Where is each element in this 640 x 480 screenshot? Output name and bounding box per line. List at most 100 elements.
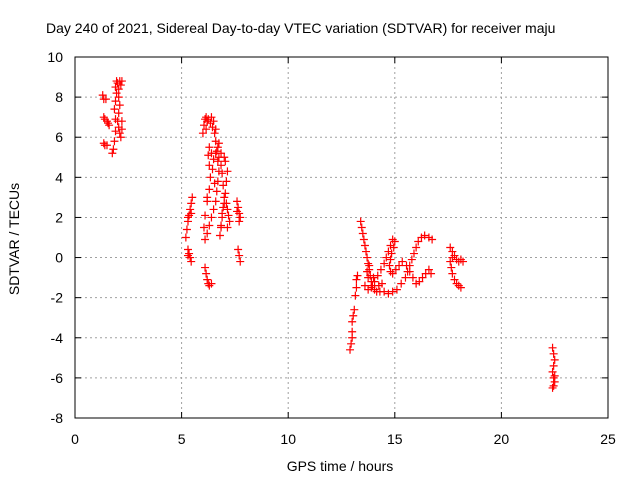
data-point (101, 95, 110, 104)
data-point (388, 269, 397, 278)
data-point (548, 343, 557, 352)
data-point (357, 223, 366, 232)
data-point (210, 179, 219, 188)
data-point (367, 283, 376, 292)
data-point (199, 121, 208, 130)
data-point (362, 247, 371, 256)
data-point (117, 77, 126, 86)
data-point (203, 193, 212, 202)
data-point (217, 161, 226, 170)
data-point (214, 139, 223, 148)
data-point (219, 181, 228, 190)
data-point (364, 259, 373, 268)
data-point (456, 283, 465, 292)
data-point (225, 217, 234, 226)
data-point (114, 85, 123, 94)
data-point (382, 253, 391, 262)
data-point (369, 273, 378, 282)
data-point (402, 261, 411, 270)
data-point (211, 197, 220, 206)
x-tick-label: 10 (280, 431, 296, 447)
data-point (187, 257, 196, 266)
data-point (198, 129, 207, 138)
data-point (418, 273, 427, 282)
data-point (187, 209, 196, 218)
y-tick-label: 2 (55, 209, 63, 225)
data-point (104, 119, 113, 128)
data-point (405, 267, 414, 276)
data-point (218, 169, 227, 178)
data-point (117, 125, 126, 134)
data-point (187, 199, 196, 208)
data-point (205, 185, 214, 194)
grid-lines (75, 57, 608, 418)
data-point (222, 177, 231, 186)
data-point (412, 243, 421, 252)
data-point (373, 271, 382, 280)
data-point (398, 257, 407, 266)
data-point (349, 311, 358, 320)
data-point (450, 275, 459, 284)
data-point (110, 105, 119, 114)
y-tick-label: 8 (55, 89, 63, 105)
data-point (236, 257, 245, 266)
x-axis-label: GPS time / hours (287, 458, 394, 474)
data-point (388, 287, 397, 296)
data-point (233, 197, 242, 206)
data-point (116, 133, 125, 142)
data-point (114, 93, 123, 102)
data-point (346, 345, 355, 354)
data-point (212, 147, 221, 156)
data-point (109, 145, 118, 154)
data-point (207, 113, 216, 122)
data-point (365, 261, 374, 270)
data-point (206, 173, 215, 182)
data-point (223, 223, 232, 232)
data-point (181, 233, 190, 242)
data-point (213, 143, 222, 152)
data-point (409, 249, 418, 258)
data-point (549, 349, 558, 358)
data-point (185, 211, 194, 220)
data-point (186, 253, 195, 262)
data-point (391, 265, 400, 274)
data-point (385, 261, 394, 270)
data-point (210, 129, 219, 138)
data-point (401, 273, 410, 282)
data-point (452, 279, 461, 288)
data-point (110, 137, 119, 146)
data-point (360, 281, 369, 290)
data-point (363, 267, 372, 276)
data-point (224, 211, 233, 220)
data-point (360, 241, 369, 250)
plot-frame (74, 56, 609, 419)
data-point (392, 285, 401, 294)
data-point (98, 91, 107, 100)
data-point (386, 267, 395, 276)
x-tick-label: 5 (178, 431, 186, 447)
data-point (199, 223, 208, 232)
data-point (211, 125, 220, 134)
data-point (212, 187, 221, 196)
data-point (376, 265, 385, 274)
data-point (549, 381, 558, 390)
y-axis-label: SDTVAR / TECUs (6, 183, 22, 295)
data-point (352, 283, 361, 292)
data-point (221, 157, 230, 166)
data-point (183, 251, 192, 260)
data-point (370, 277, 379, 286)
data-point (203, 229, 212, 238)
data-point (395, 261, 404, 270)
data-point (102, 117, 111, 126)
data-point (456, 255, 465, 264)
data-point (186, 205, 195, 214)
data-point (380, 259, 389, 268)
data-point (223, 167, 232, 176)
data-point (205, 143, 214, 152)
data-point (188, 193, 197, 202)
data-point (446, 243, 455, 252)
data-point (459, 257, 468, 266)
data-point (350, 305, 359, 314)
y-tick-label: -8 (51, 410, 64, 426)
data-point (358, 229, 367, 238)
